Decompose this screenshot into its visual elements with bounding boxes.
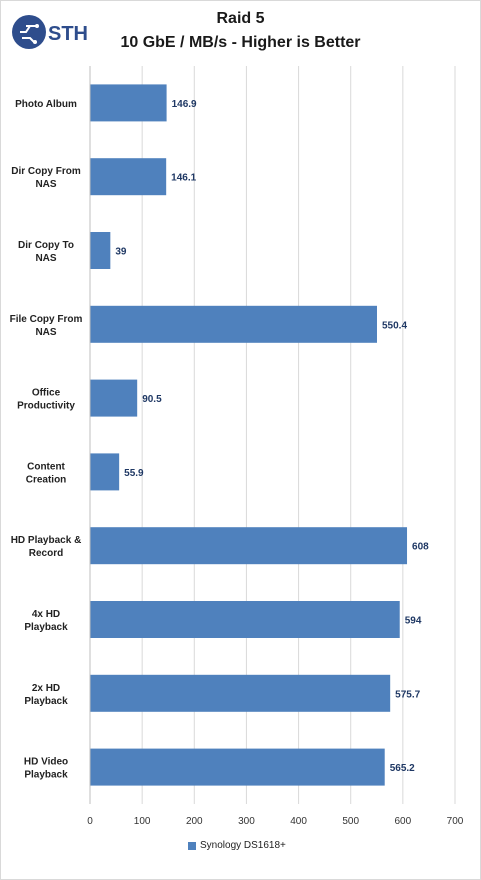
data-label: 575.7	[395, 689, 420, 700]
bar	[90, 305, 377, 343]
x-tick-label: 600	[395, 816, 412, 827]
chart-title: Raid 5	[216, 10, 265, 27]
data-label: 608	[412, 542, 429, 553]
data-label: 55.9	[124, 468, 144, 479]
logo-text: STH	[48, 23, 88, 45]
legend-swatch	[188, 841, 196, 850]
x-tick-label: 400	[290, 816, 307, 827]
legend: Synology DS1618+	[188, 840, 286, 851]
x-tick-label: 700	[447, 816, 464, 827]
data-label: 39	[115, 247, 127, 258]
category-label: Dir Copy From NAS	[11, 166, 81, 190]
bar	[90, 527, 408, 565]
data-label: 90.5	[142, 394, 162, 405]
bar	[90, 748, 385, 786]
category-label: Dir Copy To NAS	[18, 240, 74, 264]
category-label: HD Video Playback	[24, 757, 68, 781]
x-tick-label: 100	[134, 816, 151, 827]
x-tick-label: 0	[87, 816, 93, 827]
data-label: 565.2	[390, 763, 415, 774]
category-label: Content Creation	[26, 461, 67, 485]
category-label: 4x HD Playback	[24, 609, 68, 633]
data-label: 550.4	[382, 320, 407, 331]
data-label: 146.9	[172, 99, 197, 110]
bar	[90, 379, 138, 417]
data-label: 146.1	[171, 173, 196, 184]
x-tick-label: 300	[238, 816, 255, 827]
category-label: Photo Album	[15, 99, 77, 110]
x-tick-label: 500	[342, 816, 359, 827]
bar	[90, 674, 391, 712]
legend-label: Synology DS1618+	[200, 840, 286, 851]
bar	[90, 232, 111, 269]
sth-logo: STH	[12, 15, 88, 49]
category-label: Office Productivity	[17, 388, 75, 412]
sth-circuit-logo-icon	[12, 15, 46, 49]
bar	[90, 158, 167, 196]
category-label: File Copy From NAS	[10, 314, 83, 338]
x-tick-label: 200	[186, 816, 203, 827]
bar	[90, 601, 400, 638]
category-label: HD Playback & Record	[11, 535, 82, 559]
bar	[90, 84, 167, 122]
data-label: 594	[405, 616, 422, 627]
category-label: 2x HD Playback	[24, 683, 68, 707]
chart-subtitle: 10 GbE / MB/s - Higher is Better	[120, 34, 361, 51]
bar	[90, 453, 120, 491]
